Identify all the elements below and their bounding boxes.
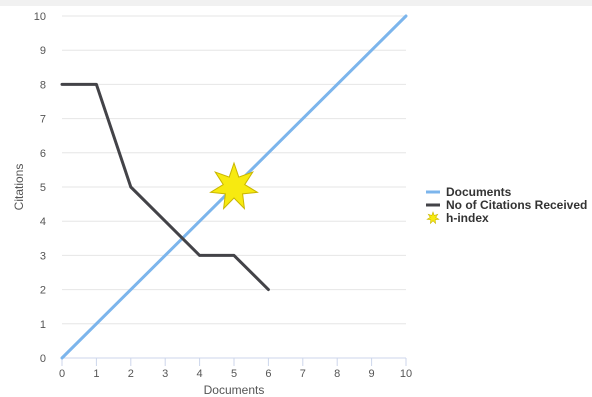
y-tick-label: 6 — [40, 148, 46, 160]
series-layer — [60, 14, 408, 360]
h-index-star-marker — [209, 161, 259, 211]
y-axis-ticks: 0 1 2 3 4 5 6 7 8 9 10 — [34, 11, 46, 365]
x-tick-label: 5 — [231, 368, 237, 380]
y-axis-title: Citations — [12, 164, 26, 211]
x-axis-ticks: 0 1 2 3 4 5 6 7 8 9 10 — [59, 358, 412, 380]
x-tick-label: 8 — [334, 368, 340, 380]
x-tick-label: 1 — [93, 368, 99, 380]
legend-item-label[interactable]: Documents — [446, 185, 512, 199]
x-tick-label: 9 — [369, 368, 375, 380]
x-tick-label: 2 — [128, 368, 134, 380]
y-tick-label: 3 — [40, 250, 46, 262]
x-axis-title: Documents — [204, 383, 265, 397]
y-tick-label: 9 — [40, 45, 46, 57]
x-tick-label: 0 — [59, 368, 65, 380]
y-tick-label: 7 — [40, 114, 46, 126]
y-tick-label: 1 — [40, 319, 46, 331]
x-tick-label: 3 — [162, 368, 168, 380]
y-tick-label: 10 — [34, 11, 46, 23]
legend-item-label[interactable]: No of Citations Received — [446, 198, 587, 212]
y-tick-label: 8 — [40, 79, 46, 91]
y-tick-label: 5 — [40, 182, 46, 194]
x-tick-label: 7 — [300, 368, 306, 380]
top-strip — [0, 0, 592, 6]
x-tick-label: 4 — [197, 368, 203, 380]
x-tick-label: 10 — [400, 368, 412, 380]
y-tick-label: 2 — [40, 285, 46, 297]
legend-item-label[interactable]: h-index — [446, 211, 489, 225]
series-line-no-of-citations-received — [60, 82, 270, 292]
legend-star-icon — [426, 211, 440, 225]
y-tick-label: 4 — [40, 216, 46, 228]
y-tick-label: 0 — [40, 353, 46, 365]
x-tick-label: 6 — [265, 368, 271, 380]
